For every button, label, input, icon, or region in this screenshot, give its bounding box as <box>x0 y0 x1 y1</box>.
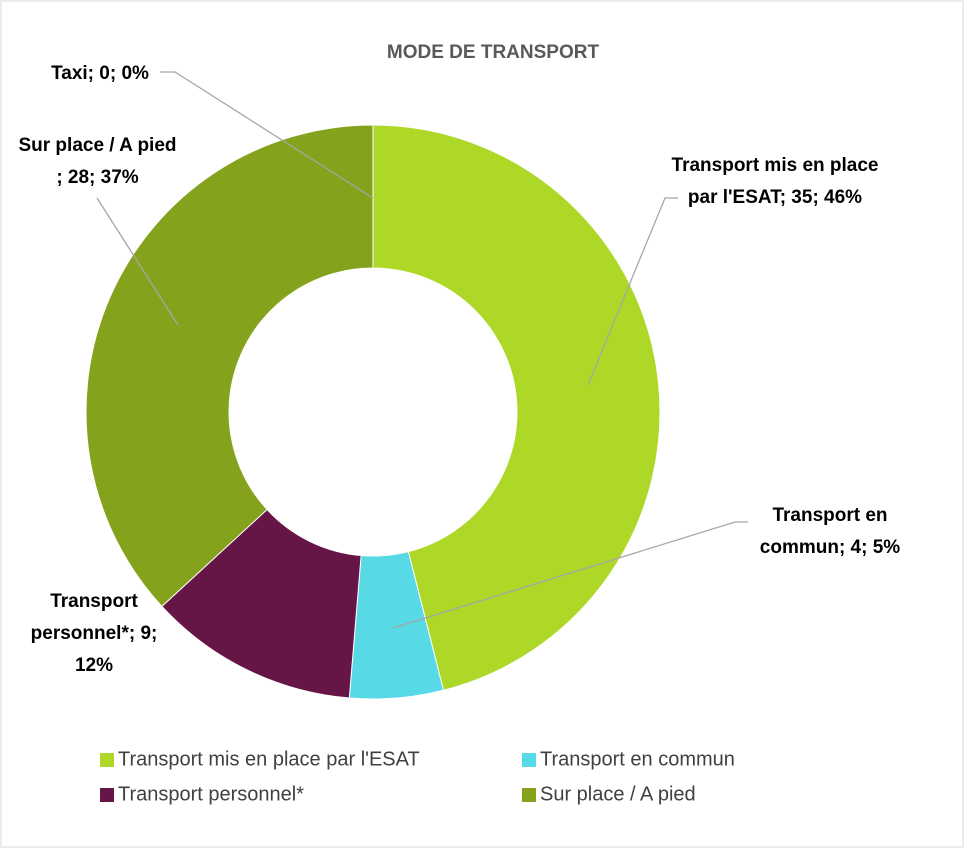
legend-label: Sur place / A pied <box>540 783 696 805</box>
data-label: Transport personnel*; 9; 12% <box>30 591 158 676</box>
legend-swatch <box>522 753 536 767</box>
slice <box>161 508 362 699</box>
leader-line <box>96 197 179 326</box>
chart-title: MODE DE TRANSPORT <box>387 42 600 63</box>
data-label: Taxi; 0; 0% <box>51 63 149 84</box>
slices <box>85 124 661 700</box>
data-label: Sur place / A pied ; 28; 37% <box>18 135 177 188</box>
legend-swatch <box>522 788 536 802</box>
leader-lines <box>96 71 748 629</box>
leader-line <box>587 197 678 386</box>
slice <box>372 124 661 691</box>
legend-label: Transport personnel* <box>118 783 304 805</box>
legend-label: Transport mis en place par l'ESAT <box>118 748 420 770</box>
legend: Transport mis en place par l'ESAT Transpo… <box>100 748 735 805</box>
legend-swatch <box>100 788 114 802</box>
legend-swatch <box>100 753 114 767</box>
data-label: Transport en commun; 4; 5% <box>759 505 901 558</box>
data-label: Transport mis en place par l'ESAT; 35; 4… <box>671 155 879 208</box>
legend-label: Transport en commun <box>540 748 735 770</box>
leader-line <box>160 71 374 199</box>
leader-line <box>392 521 748 629</box>
slice <box>85 124 374 608</box>
